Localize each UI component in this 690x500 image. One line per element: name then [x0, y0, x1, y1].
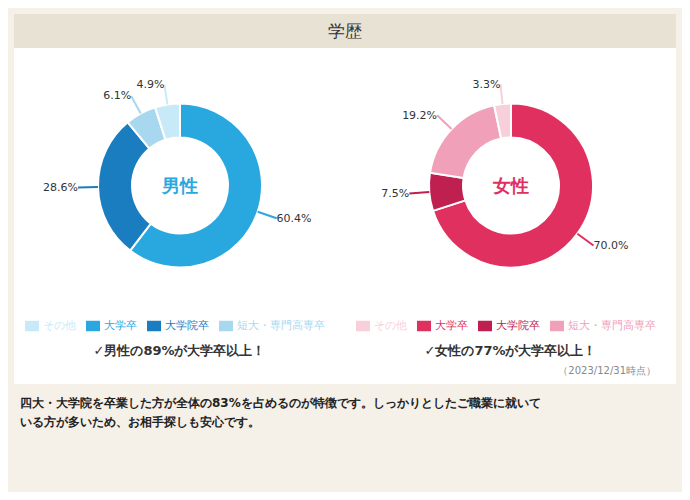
- svg-text:3.3%: 3.3%: [472, 78, 500, 91]
- svg-text:28.6%: 28.6%: [43, 181, 78, 194]
- svg-text:70.0%: 70.0%: [593, 239, 628, 252]
- html-text:学歴: 学歴: [328, 21, 362, 41]
- svg-text:7.5%: 7.5%: [381, 187, 409, 200]
- html-text:大学院卒: 大学院卒: [495, 319, 540, 332]
- html-text:短大・専門高専卒: 短大・専門高専卒: [567, 319, 656, 332]
- svg-text:60.4%: 60.4%: [276, 212, 311, 225]
- html-text:大学卒: 大学卒: [103, 319, 137, 332]
- svg-text:19.2%: 19.2%: [402, 109, 437, 122]
- html-text:その他: その他: [42, 319, 76, 332]
- svg-text:女性: 女性: [492, 175, 529, 196]
- html-text:いる方が多いため、お相手探しも安心です。: いる方が多いため、お相手探しも安心です。: [20, 415, 260, 429]
- html-text:大学院卒: 大学院卒: [164, 319, 209, 332]
- svg-text:男性: 男性: [161, 175, 198, 196]
- html-text:四大・大学院を卒業した方が全体の83%を占めるのが特徴です。: 四大・大学院を卒業した方が全体の83%を占めるのが特徴です。しっかりとしたご職業…: [20, 396, 541, 410]
- html-text:✓女性の77%が大学卒以上！: ✓女性の77%が大学卒以上！: [424, 343, 597, 358]
- svg-text:4.9%: 4.9%: [136, 78, 164, 91]
- html-text:その他: その他: [373, 319, 407, 332]
- html-text:短大・専門高専卒: 短大・専門高専卒: [236, 319, 325, 332]
- html-text:✓男性の89%が大学卒以上！: ✓男性の89%が大学卒以上！: [93, 343, 266, 358]
- html-text:大学卒: 大学卒: [434, 319, 468, 332]
- html-text:（2023/12/31時点）: （2023/12/31時点）: [558, 365, 656, 376]
- svg-text:6.1%: 6.1%: [103, 89, 131, 102]
